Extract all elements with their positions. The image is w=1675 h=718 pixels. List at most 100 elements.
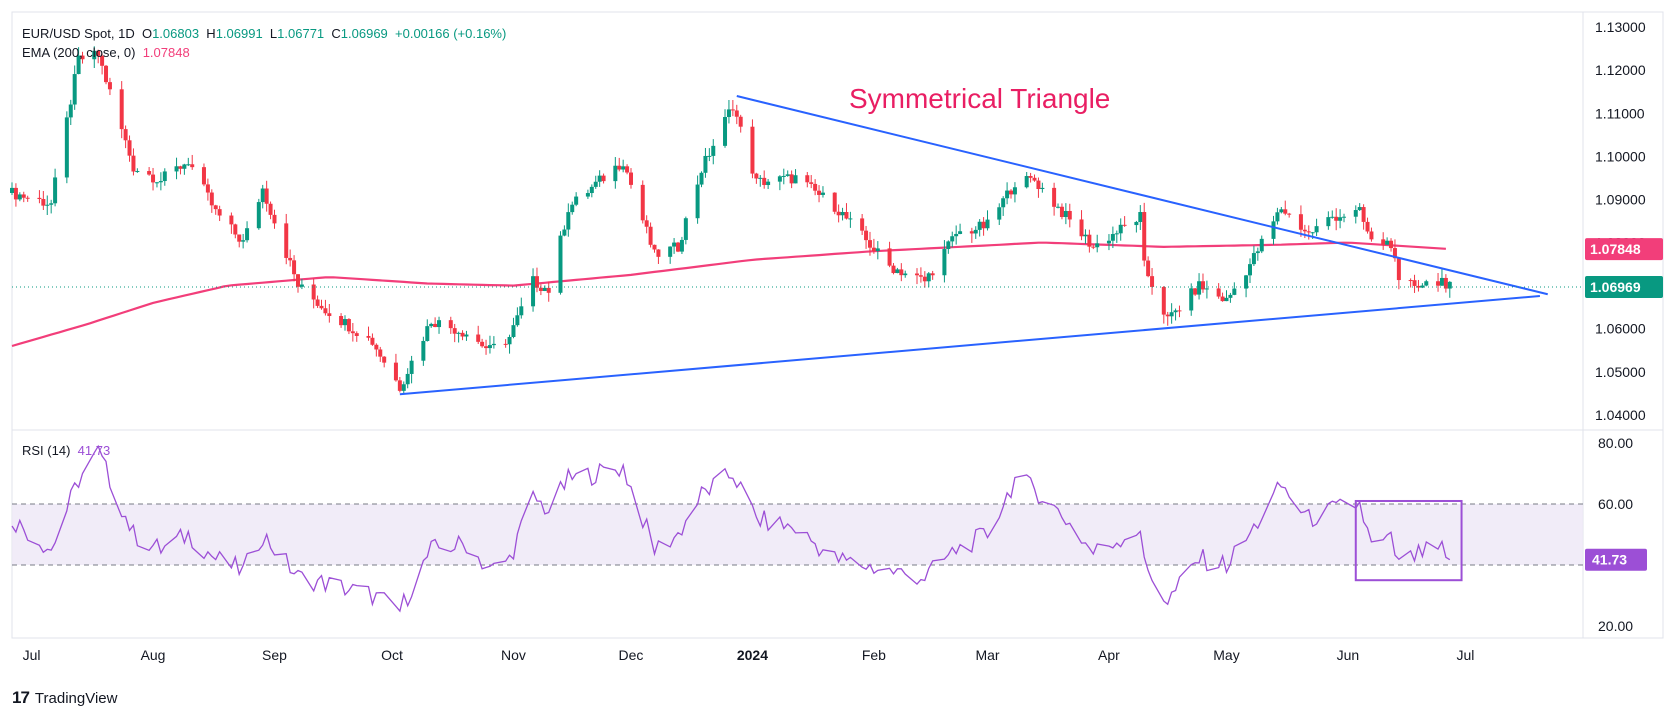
candle (985, 210, 990, 231)
rsi-axis: 20.00 60.00 80.00 (1598, 435, 1633, 634)
candle-body (268, 203, 273, 215)
candle-body (1063, 210, 1068, 218)
candle-body (1251, 253, 1256, 265)
candle-body (809, 182, 814, 184)
candle-body (229, 215, 234, 225)
candle (382, 356, 387, 368)
candle-body (542, 287, 547, 291)
candle (64, 111, 69, 184)
candle (1279, 206, 1284, 214)
candle-body (397, 380, 402, 391)
candle-body (378, 349, 383, 357)
candle-body (711, 145, 716, 156)
candle-body (723, 117, 728, 146)
candle-body (1369, 231, 1374, 240)
candle (1244, 274, 1249, 298)
candle (1338, 209, 1343, 229)
candle (1287, 212, 1292, 218)
candle (1361, 204, 1366, 230)
close-value: 1.06969 (340, 26, 388, 41)
candle-body (597, 175, 602, 182)
candle-body (233, 224, 238, 235)
candle-body (875, 248, 880, 252)
candle-body (76, 55, 81, 75)
candle-body (593, 181, 598, 187)
candle (864, 225, 869, 249)
candle-body (1142, 212, 1147, 261)
candle-body (750, 126, 755, 174)
candle-body (668, 246, 673, 257)
candle-body (1032, 177, 1037, 181)
time-axis: Jul Aug Sep Oct Nov Dec 2024 Feb Mar Apr May Jun Jul (23, 647, 1475, 663)
candle-body (1361, 207, 1366, 222)
candle-body (201, 167, 206, 185)
candle (1416, 279, 1421, 292)
candle-body (1271, 221, 1276, 239)
candle (503, 339, 508, 348)
candle (817, 185, 822, 203)
candle (640, 180, 645, 224)
candle-body (1197, 281, 1202, 295)
candle (683, 216, 688, 245)
candle-body (1173, 310, 1178, 313)
candle (1079, 210, 1084, 241)
candle (1436, 273, 1441, 292)
candle (1036, 177, 1041, 198)
candle-body (107, 82, 112, 90)
candle (295, 274, 300, 293)
candle (1161, 286, 1166, 324)
candle-body (958, 231, 963, 234)
candle-body (45, 204, 50, 206)
candle (437, 316, 442, 334)
candle (327, 304, 332, 323)
candle (621, 159, 626, 173)
candle (840, 207, 845, 221)
time-tick-label: Apr (1098, 647, 1120, 663)
candle-body (981, 221, 986, 229)
candle-body (487, 345, 492, 349)
candle-body (832, 192, 837, 212)
candle (1005, 182, 1010, 205)
candle-body (213, 205, 218, 210)
candle (519, 297, 524, 319)
candle (922, 271, 927, 288)
candle (895, 267, 900, 274)
candle (233, 223, 238, 239)
tradingview-branding[interactable]: 17 TradingView (12, 688, 117, 708)
candle-body (707, 155, 712, 157)
candle-body (1036, 180, 1041, 190)
candle-body (777, 176, 782, 182)
candle (123, 125, 128, 149)
candle-body (154, 182, 159, 184)
candle (1330, 210, 1335, 219)
candle (343, 315, 348, 331)
candle (1169, 303, 1174, 324)
candle-body (601, 175, 606, 182)
candle (867, 231, 872, 256)
candle (652, 244, 657, 253)
candle (762, 170, 767, 189)
candle-body (1283, 209, 1288, 214)
candle-body (817, 190, 822, 195)
candle-body (1338, 217, 1343, 221)
candle (1326, 211, 1331, 230)
candle (781, 168, 786, 185)
candle (1408, 278, 1413, 288)
candle (237, 234, 242, 248)
candle (930, 270, 935, 280)
candle-body (464, 334, 469, 337)
candle (476, 325, 481, 344)
candle-body (1287, 213, 1292, 215)
candle-body (652, 244, 657, 250)
candle-body (1005, 190, 1010, 199)
candle-body (922, 276, 927, 282)
candle (973, 226, 978, 239)
candle (1259, 235, 1264, 254)
candle-body (1443, 277, 1448, 289)
candle-body (1150, 276, 1155, 287)
candle-body (237, 234, 242, 242)
symbol-label: EUR/USD Spot, 1D (22, 26, 135, 41)
candle (1165, 311, 1170, 326)
candle (754, 172, 759, 184)
